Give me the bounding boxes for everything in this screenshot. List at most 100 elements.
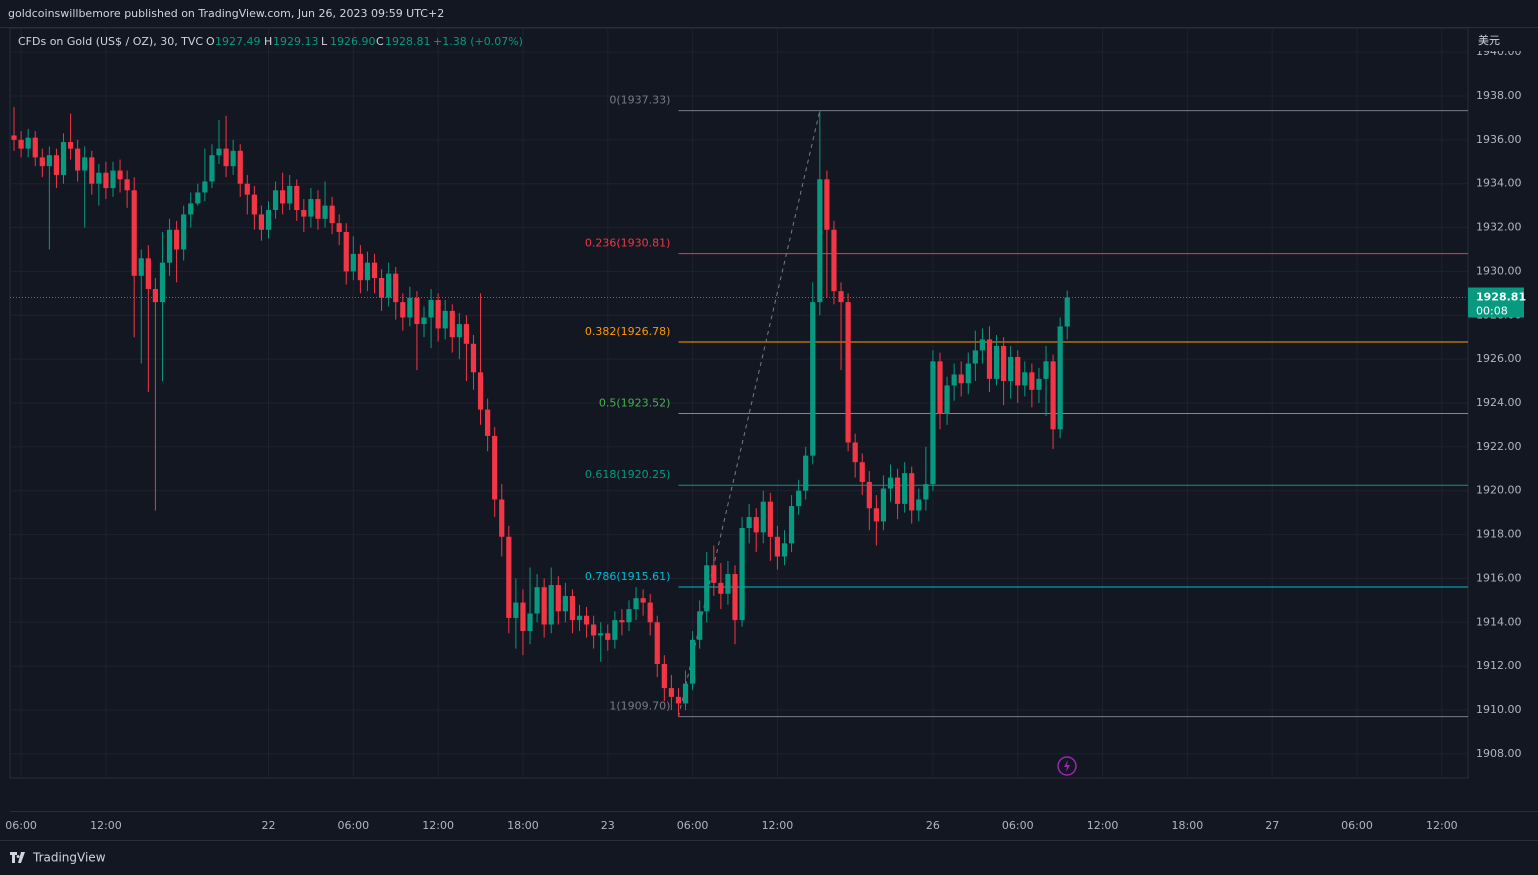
candle-body [60,142,67,175]
event-circle[interactable] [1057,756,1077,776]
y-tick-label: 1932.00 [1476,221,1522,234]
y-tick-label: 1926.00 [1476,352,1522,365]
candle-body [831,229,837,292]
candle-body [520,602,526,632]
fib-label: 0.236(1930.81) [585,237,671,250]
candle-body [993,345,1000,379]
fib-label: 0.786(1915.61) [585,570,671,583]
candle-body [67,142,74,149]
candle-body [1057,326,1063,430]
candle-body [280,190,286,204]
candle-body [463,324,470,344]
event-icon[interactable] [1057,756,1077,776]
candle-body [838,291,844,303]
candle-body [746,517,752,528]
candle-body [386,273,392,298]
candle-body [477,372,484,410]
x-tick-label: 06:00 [337,819,369,832]
candle-body [492,435,498,500]
candle-body [930,361,936,485]
candle-body [725,574,731,594]
candle-body [767,501,773,537]
candle-body [237,150,243,184]
legend-key: C [376,35,384,48]
candle-body [534,587,540,614]
y-tick-label: 1908.00 [1476,747,1522,760]
candle-body [739,528,745,621]
currency-bg [1469,29,1538,51]
candle-body [75,148,81,171]
candle-body [633,598,639,610]
footer-text: TradingView [32,851,106,865]
candle-body [294,185,300,211]
candle-body [265,210,272,230]
candle-body [181,214,187,250]
candle-body [287,185,293,204]
candle-body [223,148,229,167]
candle-body [159,262,166,303]
candle-body [760,501,766,533]
candle-body [704,565,710,612]
y-tick-label: 1916.00 [1476,571,1522,584]
candle-body [859,462,865,482]
legend-change: +1.38 (+0.07%) [433,35,523,48]
candle-body [788,506,795,544]
candle-body [152,288,158,303]
candle-body [442,310,448,329]
candle-body [612,620,618,640]
candle-body [230,150,236,167]
candle-body [887,477,894,489]
x-tick-label: 26 [926,819,940,832]
y-tick-label: 1920.00 [1476,484,1522,497]
logo: TradingView [10,851,106,865]
candle-body [583,615,590,625]
candle-body [364,262,371,281]
candle-body [1008,356,1014,382]
candle-body [781,543,788,557]
candle-body [25,137,31,149]
candle-body [682,683,689,704]
candle-body [958,374,964,384]
candle-body [46,155,52,167]
x-tick-label: 12:00 [1087,819,1119,832]
legend-value: 1928.81 [385,35,431,48]
candle-body [82,157,88,171]
candle-body [414,297,420,325]
legend-value: 1926.90 [330,35,376,48]
candle-body [103,172,109,189]
x-tick-label: 22 [261,819,275,832]
candle-body [591,624,597,636]
legend-symbol: CFDs on Gold (US$ / OZ), 30, TVC [18,35,203,48]
candle-body [668,688,674,697]
candle-body [18,139,24,149]
candle-body [753,517,759,533]
candle-body [894,477,901,504]
currency-label: 美元 [1478,34,1500,47]
header: goldcoinswillbemore published on Trading… [8,7,444,20]
countdown-label: 00:08 [1476,305,1508,318]
candle-body [1029,372,1035,390]
legend-value: 1927.49 [215,35,261,48]
candle-body [1015,356,1021,386]
candle-body [640,598,646,603]
candle-body [188,203,194,215]
candle-body [202,181,208,193]
candle-body [675,696,682,704]
x-tick-label: 06:00 [677,819,709,832]
candle-body [322,205,328,219]
candle-body [711,565,717,583]
candle-body [541,587,547,625]
candle-body [456,324,462,338]
event-bolt[interactable] [1064,760,1070,772]
candle-body [824,179,830,230]
y-tick-label: 1930.00 [1476,264,1522,277]
candle-body [909,473,915,511]
candle-body [11,135,17,140]
candle-body [506,536,512,618]
x-tick-label: 06:00 [1341,819,1373,832]
candle-body [138,258,144,276]
candle-body [697,611,703,640]
x-tick-label: 27 [1265,819,1279,832]
candle-body [53,155,60,175]
